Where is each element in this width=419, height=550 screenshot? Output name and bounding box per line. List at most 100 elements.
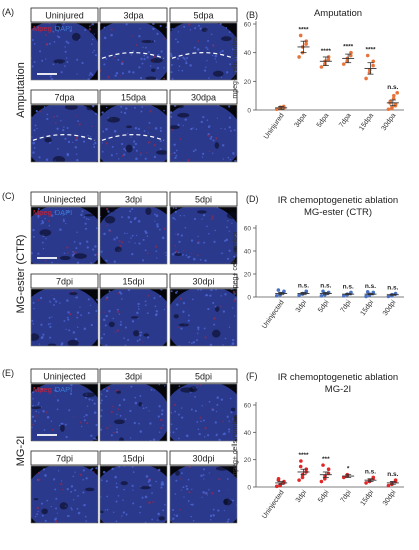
nucleus-dot [146,235,149,237]
nucleus-dot [228,428,231,431]
nucleus-dot [121,216,123,219]
nucleus-dot [117,408,120,411]
nucleus-dot [196,384,199,386]
nucleus-dot [89,72,92,75]
nucleus-dot [233,292,236,295]
micrograph-frame [30,104,99,163]
nucleus-dot [84,222,87,225]
nucleus-dot [226,478,229,480]
nucleus-dot [199,27,202,30]
tile-title: 7dpa [54,93,74,103]
nucleus-dot [114,74,117,77]
nucleus-dot [116,310,120,313]
nucleus-dot [128,241,130,243]
micrograph-frame [30,22,99,81]
nucleus-dot [53,389,56,392]
data-point [364,76,368,81]
nucleus-dot [144,495,148,499]
nucleus-dot [36,127,38,130]
nucleus-dot [88,218,90,221]
nucleus-dot [228,325,231,327]
data-point [371,59,376,64]
nucleus-dot [65,435,68,439]
nucleus-dot [127,70,131,74]
nucleus-dot [187,159,189,162]
tissue-region [100,384,167,441]
nucleus-dot [51,214,54,217]
nucleus-dot [67,41,70,45]
nucleus-dot [204,403,207,406]
lumen-spot [141,39,155,43]
nucleus-dot [53,304,55,306]
nucleus-dot [132,489,134,491]
nucleus-dot [148,410,150,412]
nucleus-dot [198,240,200,243]
nucleus-dot [146,312,149,315]
nucleus-dot [160,50,163,53]
nucleus-dot [41,220,44,223]
nucleus-dot [60,71,63,74]
nucleus-dot [82,140,86,143]
nucleus-dot [190,515,192,518]
nucleus-dot [233,315,236,317]
nucleus-dot [232,307,234,309]
nucleus-dot [118,158,120,160]
nucleus-dot [31,391,34,394]
panel-letter: (C) [2,191,15,201]
nucleus-dot [34,419,37,423]
nucleus-dot [85,520,88,522]
lumen-spot [201,27,208,32]
lumen-spot [196,210,207,214]
x-tick-label: 3dpi [295,489,309,504]
nucleus-dot [146,151,148,154]
nucleus-dot [192,150,195,153]
nucleus-dot [93,402,96,405]
lumen-spot [178,323,190,327]
nucleus-dot [174,218,176,221]
data-point [304,42,308,46]
nucleus-dot [211,492,214,495]
nucleus-dot [132,146,136,149]
nucleus-dot [51,294,53,297]
tile-title-box [30,450,99,466]
nucleus-dot [105,259,108,262]
nucleus-dot [214,229,217,232]
tissue-region [170,207,237,264]
nucleus-dot [111,467,114,471]
lumen-spot [67,339,79,346]
nucleus-dot [157,468,161,472]
tissue-blob [31,466,98,523]
nucleus-dot [110,434,113,437]
nucleus-dot [153,55,156,58]
nucleus-dot [100,250,103,253]
significance-label: n.s. [343,283,354,290]
nucleus-dot [235,57,237,60]
nucleus-dot [217,509,220,512]
nucleus-dot [171,78,174,80]
lumen-spot [82,392,96,398]
nucleus-dot [61,480,63,482]
nucleus-dot [210,33,213,36]
nucleus-dot [177,413,180,416]
nucleus-dot [134,142,138,146]
nucleus-dot [216,403,219,406]
tile-title-box [99,191,168,207]
data-point [341,62,346,66]
tile-title-box [99,273,168,289]
nucleus-dot [176,290,178,293]
nucleus-dot [130,54,133,56]
lumen-spot [107,207,116,213]
nucleus-dot [76,311,80,314]
nucleus-dot [188,466,191,469]
nucleus-dot [140,57,143,61]
nucleus-dot [115,500,118,503]
micrograph-tile: 3dpi [99,191,168,265]
nucleus-dot [183,25,186,28]
tile-title: 5dpa [193,11,213,21]
nucleus-dot [79,306,81,308]
lumen-spot [114,246,122,253]
nucleus-dot [59,302,61,304]
nucleus-dot [158,405,161,408]
nucleus-dot [74,471,76,473]
lumen-spot [177,112,190,118]
